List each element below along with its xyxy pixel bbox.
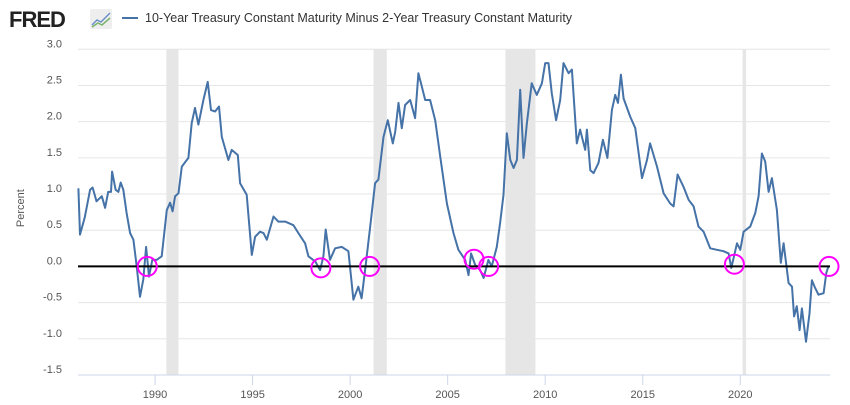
recession-band xyxy=(742,49,747,376)
x-tick-label: 1990 xyxy=(143,389,167,401)
highlight-circle xyxy=(136,255,158,277)
legend-swatch xyxy=(122,17,138,19)
y-tick-label: 0.0 xyxy=(47,255,62,267)
highlight-circle xyxy=(359,255,381,277)
y-tick-label: 2.5 xyxy=(47,74,62,86)
highlight-circle xyxy=(723,253,745,275)
y-tick-label: 0.5 xyxy=(47,219,62,231)
x-tick-label: 2020 xyxy=(728,389,752,401)
x-tick-label: 2015 xyxy=(630,389,654,401)
y-tick-label: 1.5 xyxy=(47,147,62,159)
y-tick-label: 1.0 xyxy=(47,183,62,195)
x-tick-label: 1995 xyxy=(240,389,264,401)
y-tick-label: -1.5 xyxy=(43,364,62,376)
recession-band xyxy=(373,49,387,376)
line-chart-icon-graphic xyxy=(91,12,111,28)
y-tick-label: 3.0 xyxy=(47,38,62,50)
x-tick-label: 2000 xyxy=(338,389,362,401)
line-chart-icon xyxy=(90,9,112,29)
highlight-circle xyxy=(310,257,332,279)
legend-label: 10-Year Treasury Constant Maturity Minus… xyxy=(145,11,573,25)
series-line xyxy=(77,62,830,343)
y-tick-label: -0.5 xyxy=(43,292,62,304)
y-axis-label: Percent xyxy=(15,189,27,227)
x-tick-label: 2005 xyxy=(435,389,459,401)
x-tick-label: 2010 xyxy=(533,389,557,401)
y-tick-label: -1.0 xyxy=(43,328,62,340)
highlight-circle xyxy=(818,255,840,277)
legend: 10-Year Treasury Constant Maturity Minus… xyxy=(122,11,572,25)
y-tick-label: 2.0 xyxy=(47,111,62,123)
fred-logo[interactable]: FRED xyxy=(9,7,66,32)
highlight-circle xyxy=(478,255,500,277)
